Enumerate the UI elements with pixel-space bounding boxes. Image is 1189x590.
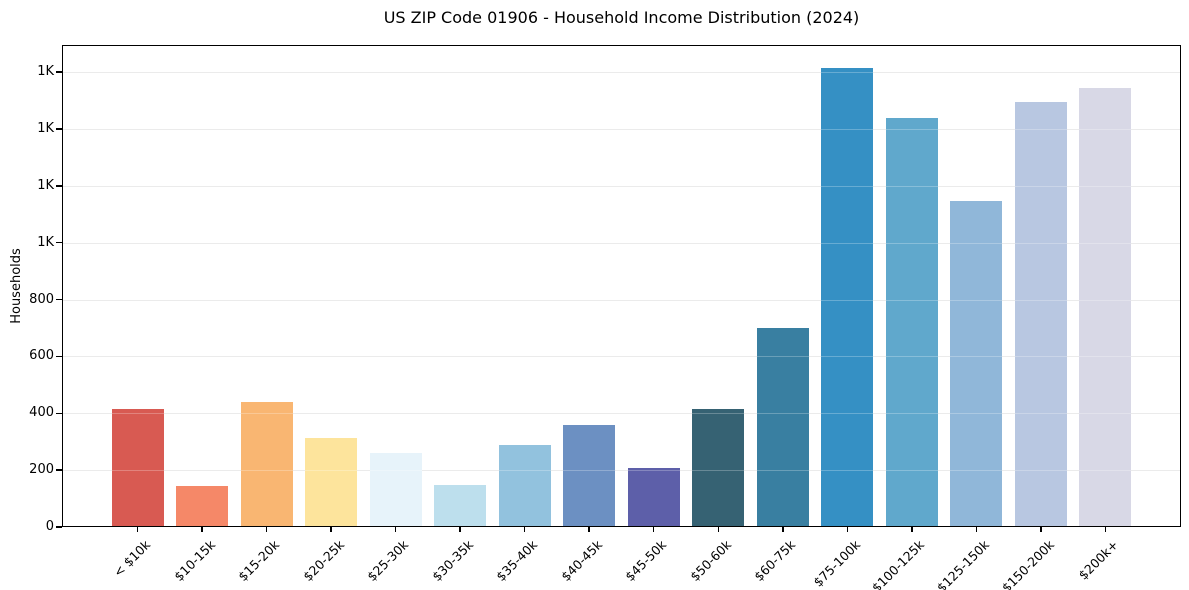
x-tick-label: $50-60k: [686, 537, 734, 585]
y-tick-mark: [56, 355, 62, 358]
x-tick-label: $25-30k: [364, 537, 412, 585]
x-tick-mark: [1040, 527, 1042, 532]
gridline: [62, 242, 1181, 244]
y-tick-label: 800: [29, 291, 54, 307]
bar-200k: [1079, 88, 1132, 527]
bar-35-40k: [498, 444, 551, 527]
gridline-overlay: [62, 72, 1181, 73]
gridline: [62, 413, 1181, 415]
gridline: [62, 72, 1181, 73]
x-tick-label: $200k+: [1075, 537, 1122, 583]
y-tick-mark: [56, 71, 62, 73]
bar-15-20k: [240, 401, 293, 527]
bar-10k: [111, 409, 164, 527]
x-tick-mark: [588, 527, 590, 532]
y-tick-mark: [56, 241, 62, 244]
bar-100-125k: [885, 118, 938, 527]
bar-10-15k: [176, 486, 229, 527]
x-tick-label: $40-45k: [557, 537, 605, 585]
x-tick-mark: [782, 527, 784, 532]
y-tick-mark: [56, 412, 62, 414]
x-tick-label: < $10k: [110, 537, 154, 580]
bar-40-45k: [563, 424, 616, 527]
x-tick-mark: [717, 527, 720, 532]
y-tick-label: 1K: [37, 234, 54, 250]
bar-45-50k: [627, 468, 680, 527]
gridline-overlay: [62, 128, 1181, 130]
gridline: [62, 185, 1181, 187]
y-tick-mark: [56, 185, 62, 187]
bar-75-100k: [821, 68, 874, 527]
x-tick-label: $75-100k: [810, 537, 863, 590]
y-tick-label: 1K: [37, 64, 54, 79]
gridline: [62, 470, 1181, 472]
y-tick-label: 1K: [37, 120, 54, 136]
x-tick-label: $60-75k: [751, 537, 799, 585]
bar-30-35k: [434, 485, 487, 527]
gridline-overlay: [62, 413, 1181, 415]
x-tick-mark: [330, 527, 332, 532]
y-tick-label: 200: [29, 462, 54, 478]
y-tick-label: 600: [29, 348, 54, 364]
x-tick-mark: [652, 527, 655, 532]
x-tick-label: $125-150k: [933, 537, 992, 590]
plot-area: [62, 45, 1181, 527]
bar-25-30k: [369, 453, 422, 527]
gridline-overlay: [62, 470, 1181, 472]
gridline-overlay: [62, 356, 1181, 358]
bar-150-200k: [1014, 102, 1067, 527]
x-tick-label: $20-25k: [299, 537, 347, 585]
x-tick-label: $15-20k: [235, 537, 283, 585]
gridline: [62, 356, 1181, 358]
y-tick-mark: [56, 526, 62, 528]
x-tick-label: $10-15k: [170, 537, 218, 585]
x-tick-label: $35-40k: [493, 537, 541, 585]
x-tick-mark: [1104, 527, 1107, 532]
x-tick-mark: [394, 527, 397, 532]
x-tick-label: $45-50k: [622, 537, 670, 585]
x-tick-mark: [201, 527, 203, 532]
gridline: [62, 128, 1181, 130]
x-tick-mark: [136, 527, 139, 532]
y-axis-label: Households: [9, 248, 24, 324]
bar-125-150k: [950, 200, 1003, 527]
bar-20-25k: [305, 438, 358, 527]
y-tick-label: 0: [45, 519, 54, 534]
gridline: [62, 299, 1181, 301]
x-tick-mark: [975, 527, 978, 532]
gridline-overlay: [62, 242, 1181, 244]
x-tick-mark: [523, 527, 526, 532]
x-tick-mark: [459, 527, 461, 532]
x-tick-label: $100-125k: [869, 537, 928, 590]
y-tick-mark: [56, 469, 62, 471]
y-tick-label: 1K: [37, 177, 54, 193]
gridline-overlay: [62, 185, 1181, 187]
bar-50-60k: [692, 409, 745, 527]
x-tick-mark: [911, 527, 913, 532]
y-tick-label: 400: [29, 405, 54, 421]
axes-frame: [62, 45, 1181, 527]
gridline-overlay: [62, 299, 1181, 301]
y-tick-mark: [56, 298, 62, 301]
bar-60-75k: [756, 327, 809, 527]
y-tick-mark: [56, 128, 62, 130]
x-tick-mark: [846, 527, 849, 532]
x-tick-label: $30-35k: [428, 537, 476, 585]
x-tick-label: $150-200k: [998, 537, 1057, 590]
x-tick-mark: [265, 527, 268, 532]
chart-title: US ZIP Code 01906 - Household Income Dis…: [383, 8, 860, 27]
